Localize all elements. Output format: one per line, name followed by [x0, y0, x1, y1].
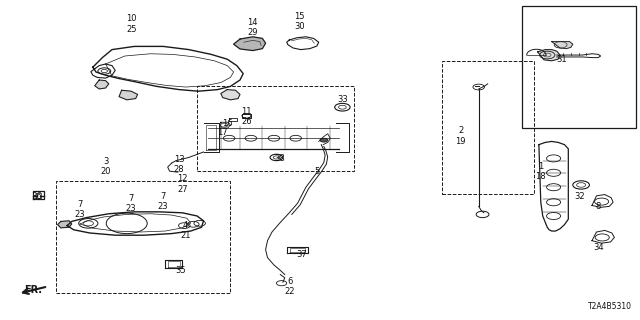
Text: 10
25: 10 25 [126, 14, 136, 34]
Text: 38: 38 [275, 154, 285, 163]
Text: 12
27: 12 27 [177, 174, 188, 194]
Bar [522, 6, 636, 128]
Text: 31: 31 [557, 55, 567, 64]
Text: 14
29: 14 29 [248, 18, 258, 37]
Text: 1
18: 1 18 [536, 162, 546, 181]
Text: 35: 35 [175, 266, 186, 275]
Text: 34: 34 [593, 244, 604, 252]
Circle shape [320, 138, 328, 142]
Text: 6
22: 6 22 [285, 277, 295, 296]
Bar [56, 181, 230, 293]
Text: 17: 17 [218, 128, 228, 137]
Polygon shape [538, 50, 560, 61]
Text: 32: 32 [574, 192, 584, 201]
Text: 16: 16 [222, 119, 232, 128]
Text: 4
21: 4 21 [180, 221, 191, 240]
Text: 37: 37 [297, 250, 307, 259]
Text: 7
23: 7 23 [75, 200, 85, 219]
Text: FR.: FR. [24, 285, 42, 295]
Polygon shape [95, 80, 109, 89]
Text: 5: 5 [314, 167, 319, 176]
Bar [197, 86, 354, 171]
Polygon shape [552, 42, 573, 49]
Text: 33: 33 [337, 95, 348, 104]
Polygon shape [234, 37, 266, 51]
Text: 7
23: 7 23 [158, 192, 168, 211]
Text: T2A4B5310: T2A4B5310 [588, 302, 632, 311]
Polygon shape [221, 90, 240, 100]
Text: 13
28: 13 28 [174, 155, 184, 174]
Text: 15
30: 15 30 [294, 12, 305, 31]
Text: 8: 8 [596, 202, 601, 211]
Polygon shape [119, 90, 138, 100]
Polygon shape [58, 221, 72, 228]
Bar [442, 61, 534, 194]
Text: 2
19: 2 19 [456, 126, 466, 146]
Text: 7
23: 7 23 [126, 194, 136, 213]
Text: 36: 36 [31, 192, 42, 201]
Text: 3
20: 3 20 [100, 157, 111, 176]
Text: 11
26: 11 26 [241, 107, 252, 126]
